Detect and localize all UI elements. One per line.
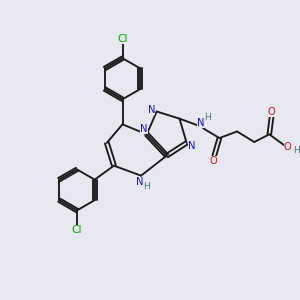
Text: N: N [188, 141, 196, 151]
Text: H: H [204, 113, 211, 122]
Text: N: N [140, 124, 148, 134]
Text: O: O [268, 106, 275, 116]
Text: H: H [293, 146, 299, 155]
Text: O: O [284, 142, 291, 152]
Text: Cl: Cl [117, 34, 128, 44]
Text: N: N [197, 118, 205, 128]
Text: Cl: Cl [72, 225, 82, 235]
Text: N: N [148, 105, 155, 115]
Text: H: H [143, 182, 150, 191]
Text: N: N [136, 177, 143, 187]
Text: O: O [210, 156, 218, 166]
